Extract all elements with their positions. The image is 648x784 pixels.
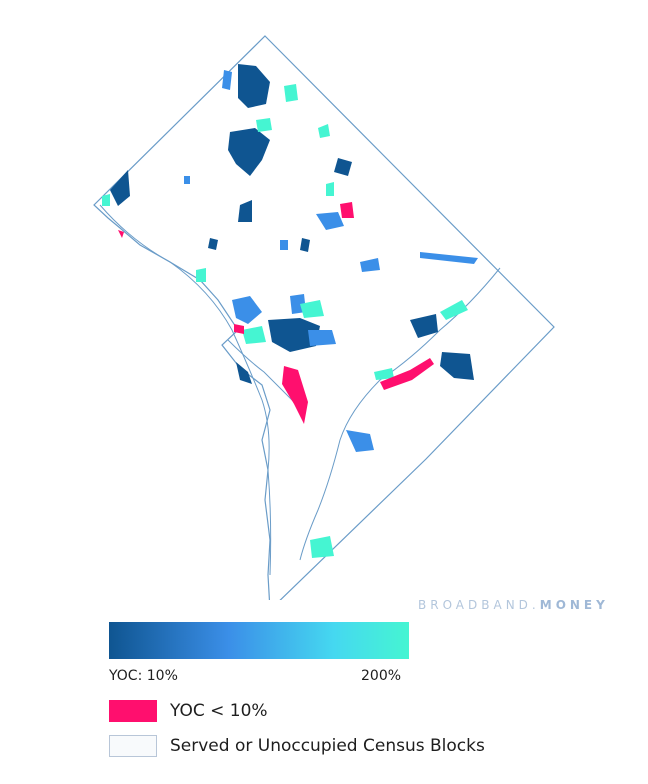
served-swatch bbox=[109, 735, 157, 757]
gradient-max-label: 200% bbox=[361, 668, 402, 684]
river-line-channel bbox=[227, 339, 297, 405]
watermark-dot: . bbox=[531, 598, 540, 612]
watermark-suffix: MONEY bbox=[539, 598, 609, 612]
river-line-east bbox=[299, 267, 501, 561]
yoc-gradient-bar bbox=[109, 622, 409, 659]
blocks-mid-yoc bbox=[184, 70, 478, 452]
broadband-money-watermark: BROADBAND.MONEY bbox=[418, 598, 609, 612]
district-outline bbox=[93, 35, 555, 600]
blocks-low-yoc bbox=[110, 64, 474, 384]
pink-swatch bbox=[109, 700, 157, 722]
census-block-map bbox=[93, 35, 555, 600]
blocks-high-yoc bbox=[102, 84, 468, 558]
pink-legend-label: YOC < 10% bbox=[170, 701, 268, 721]
served-legend-label: Served or Unoccupied Census Blocks bbox=[170, 736, 485, 756]
river-line bbox=[99, 204, 272, 576]
blocks-below-threshold bbox=[118, 202, 434, 424]
watermark-brand: BROADBAND bbox=[418, 598, 532, 612]
gradient-min-label: YOC: 10% bbox=[109, 668, 178, 684]
